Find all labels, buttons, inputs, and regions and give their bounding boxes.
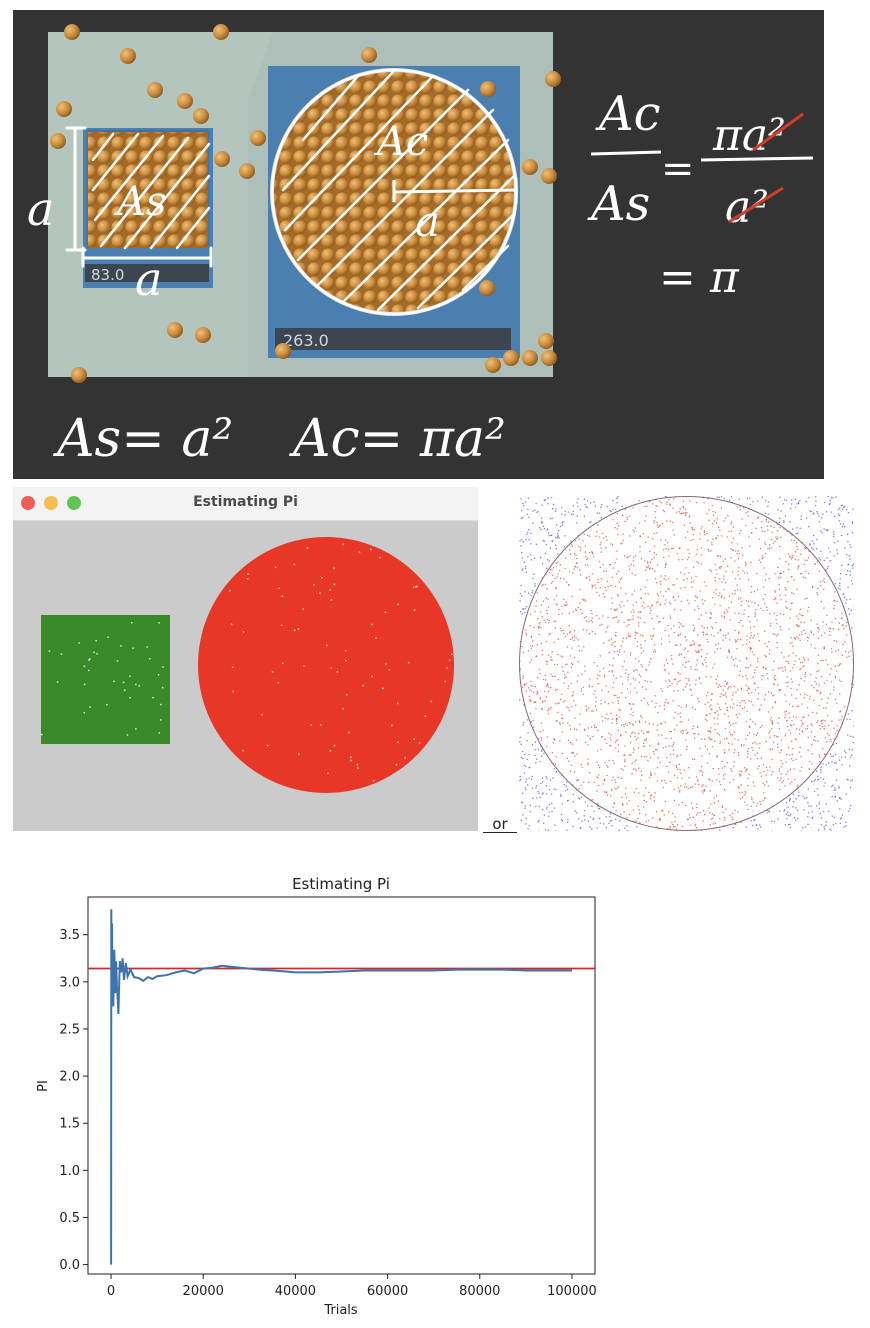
x-tick-label: 80000 <box>459 1284 500 1299</box>
monte-carlo-scatter <box>519 496 854 831</box>
square-base-label: a <box>135 252 162 306</box>
small-scale-display <box>85 264 209 282</box>
square-area-equation: As= a² <box>53 409 233 469</box>
y-tick-label: 1.0 <box>59 1164 80 1179</box>
ratio-result: = π <box>659 252 740 303</box>
strike-numerator <box>752 112 804 152</box>
x-axis-label: Trials <box>323 1303 358 1318</box>
ratio-left-bar <box>590 150 662 156</box>
simulation-canvas <box>41 537 454 793</box>
circle-hatching <box>281 70 517 312</box>
y-tick-label: 1.5 <box>59 1117 80 1132</box>
plot-area <box>87 896 596 1275</box>
square-area-label: As <box>113 179 166 225</box>
pi-convergence-chart: Estimating Pi 0.0 0.5 1.0 1.5 2.0 2.5 3.0 3.5 0… <box>36 875 597 1318</box>
square-balls <box>88 132 208 248</box>
radius-label: a <box>415 197 440 246</box>
y-tick-label: 3.5 <box>59 928 80 943</box>
circle-area-label: Ac <box>373 119 428 165</box>
x-tick-label: 20000 <box>183 1284 224 1299</box>
estimating-pi-window: Estimating Pi <box>13 487 478 831</box>
y-tick-label: 2.0 <box>59 1070 80 1085</box>
ratio-left-denominator: As <box>587 176 650 232</box>
ratio-right-denominator: a² <box>725 182 769 233</box>
x-tick-label: 100000 <box>547 1284 597 1299</box>
x-tick-label: 60000 <box>367 1284 408 1299</box>
small-scale-reading: 83.0 <box>91 266 124 284</box>
loose-balls <box>50 24 561 383</box>
chalkboard-illustration: 83.0 263.0 <box>13 10 824 479</box>
y-tick-label: 3.0 <box>59 975 80 990</box>
square-dimension-lines <box>65 126 213 268</box>
x-axis-ticks: 0 20000 40000 60000 80000 100000 <box>107 1274 597 1299</box>
ratio-equals: = <box>661 146 695 192</box>
or-label: or <box>483 816 517 833</box>
y-tick-label: 0.0 <box>59 1258 80 1273</box>
maximize-button[interactable] <box>67 496 81 510</box>
red-circle <box>198 537 454 793</box>
chalkboard-drawing: 83.0 263.0 <box>27 24 814 469</box>
chart-title: Estimating Pi <box>292 875 390 893</box>
circle-area-equation: Ac= πa² <box>289 409 506 469</box>
pi-estimate-series <box>110 909 572 1265</box>
y-axis-ticks: 0.0 0.5 1.0 1.5 2.0 2.5 3.0 3.5 <box>59 928 88 1273</box>
scatter-points <box>519 496 854 831</box>
window-titlebar: Estimating Pi <box>13 487 478 521</box>
large-scale-reading: 263.0 <box>283 331 329 350</box>
minimize-button[interactable] <box>44 496 58 510</box>
radius-line <box>393 188 517 194</box>
large-scale-display <box>275 328 511 350</box>
square-side-label: a <box>27 182 54 236</box>
ratio-right-bar <box>700 156 814 162</box>
close-button[interactable] <box>21 496 35 510</box>
x-tick-label: 40000 <box>275 1284 316 1299</box>
y-axis-label: PI <box>36 1080 51 1092</box>
strike-denominator <box>728 186 784 224</box>
speckle-gaps <box>41 543 453 782</box>
square-hatching <box>91 132 211 250</box>
y-tick-label: 0.5 <box>59 1211 80 1226</box>
unit-circle-outline <box>519 496 854 831</box>
ratio-left-numerator: Ac <box>595 86 661 142</box>
y-tick-label: 2.5 <box>59 1022 80 1037</box>
x-tick-label: 0 <box>107 1284 115 1299</box>
window-title: Estimating Pi <box>193 494 298 510</box>
green-square <box>41 615 170 744</box>
